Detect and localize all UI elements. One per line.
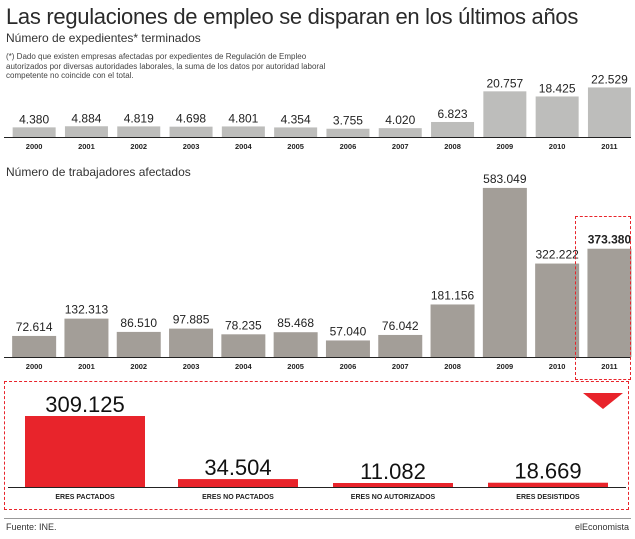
value-label-trabajadores-2010: 322.222 (535, 248, 579, 262)
category-label-eres-2: ERES NO PACTADOS (202, 494, 274, 501)
value-label-trabajadores-2007: 76.042 (382, 319, 419, 333)
year-label-expedientes-2002: 2002 (130, 142, 147, 151)
year-label-trabajadores-2010: 2010 (549, 362, 566, 371)
value-label-trabajadores-2002: 86.510 (120, 316, 157, 330)
bar-trabajadores-2011 (587, 248, 632, 357)
value-label-expedientes-2007: 4.020 (385, 113, 415, 127)
bar-trabajadores-2002 (116, 331, 161, 357)
bar-trabajadores-2010 (535, 263, 580, 357)
year-label-trabajadores-2005: 2005 (287, 362, 304, 371)
value-label-expedientes-2009: 20.757 (486, 76, 523, 90)
year-label-expedientes-2005: 2005 (287, 142, 304, 151)
bar-eres-2 (178, 479, 298, 487)
value-label-trabajadores-2006: 57.040 (330, 324, 367, 338)
value-label-expedientes-2010: 18.425 (539, 81, 576, 95)
highlight-2011-box (575, 216, 631, 380)
footnote: (*) Dado que existen empresas afectadas … (6, 52, 326, 80)
bar-trabajadores-2001 (64, 318, 109, 357)
year-label-trabajadores-2000: 2000 (26, 362, 43, 371)
bar-expedientes-2006 (326, 128, 370, 137)
ere-breakdown-box (4, 381, 629, 510)
year-label-trabajadores-2004: 2004 (235, 362, 253, 371)
bar-eres-4 (488, 482, 608, 487)
bar-expedientes-2002 (117, 126, 161, 137)
value-label-trabajadores-2011: 373.380 (588, 233, 632, 247)
bar-expedientes-2000 (12, 127, 56, 137)
value-label-eres-1: 309.125 (45, 392, 125, 417)
year-label-expedientes-2000: 2000 (26, 142, 43, 151)
source-note: Fuente: INE. (6, 522, 57, 532)
value-label-trabajadores-2000: 72.614 (16, 320, 53, 334)
year-label-expedientes-2009: 2009 (497, 142, 514, 151)
bar-expedientes-2011 (587, 87, 631, 137)
bar-trabajadores-2009 (482, 187, 527, 357)
year-label-trabajadores-2001: 2001 (78, 362, 95, 371)
bar-expedientes-2009 (483, 91, 527, 137)
value-label-expedientes-2005: 4.354 (281, 112, 311, 126)
value-label-expedientes-2006: 3.755 (333, 114, 363, 128)
year-label-expedientes-2007: 2007 (392, 142, 409, 151)
year-label-trabajadores-2007: 2007 (392, 362, 409, 371)
brand-logo: elEconomista (574, 522, 629, 532)
value-label-eres-4: 18.669 (514, 459, 581, 484)
value-label-trabajadores-2009: 583.049 (483, 172, 527, 186)
year-label-trabajadores-2009: 2009 (497, 362, 514, 371)
year-label-expedientes-2011: 2011 (601, 142, 617, 151)
value-label-expedientes-2011: 22.529 (591, 72, 628, 86)
bar-expedientes-2004 (221, 126, 265, 137)
bar-expedientes-2007 (378, 128, 422, 137)
chart1-title: Número de expedientes* terminados (6, 31, 201, 45)
value-label-trabajadores-2005: 85.468 (277, 316, 314, 330)
year-label-expedientes-2008: 2008 (444, 142, 461, 151)
bar-expedientes-2003 (169, 126, 213, 137)
bar-expedientes-2010 (535, 96, 579, 137)
bar-expedientes-2005 (274, 127, 318, 137)
category-label-eres-4: ERES DESISTIDOS (516, 494, 580, 501)
bar-expedientes-2008 (431, 121, 475, 137)
value-label-eres-3: 11.082 (360, 459, 426, 484)
year-label-expedientes-2001: 2001 (78, 142, 95, 151)
year-label-expedientes-2006: 2006 (340, 142, 357, 151)
bar-expedientes-2001 (64, 126, 108, 137)
year-label-trabajadores-2002: 2002 (130, 362, 147, 371)
year-label-trabajadores-2011: 2011 (601, 362, 617, 371)
year-label-expedientes-2010: 2010 (549, 142, 566, 151)
value-label-trabajadores-2008: 181.156 (431, 288, 475, 302)
year-label-expedientes-2003: 2003 (183, 142, 200, 151)
value-label-expedientes-2000: 4.380 (19, 112, 49, 126)
bar-trabajadores-2003 (169, 328, 214, 357)
value-label-trabajadores-2003: 97.885 (173, 313, 210, 327)
footer-divider (4, 518, 631, 519)
bar-trabajadores-2004 (221, 334, 266, 357)
bar-trabajadores-2006 (325, 340, 370, 357)
year-label-expedientes-2004: 2004 (235, 142, 253, 151)
value-label-expedientes-2004: 4.801 (228, 111, 258, 125)
bar-trabajadores-2005 (273, 332, 318, 357)
highlight-arrow (583, 393, 623, 409)
bar-trabajadores-2000 (12, 335, 57, 357)
value-label-expedientes-2008: 6.823 (438, 107, 468, 121)
bar-trabajadores-2007 (378, 334, 423, 357)
value-label-expedientes-2001: 4.884 (71, 111, 101, 125)
bar-eres-3 (333, 483, 453, 487)
value-label-trabajadores-2004: 78.235 (225, 318, 262, 332)
value-label-expedientes-2003: 4.698 (176, 112, 206, 126)
year-label-trabajadores-2008: 2008 (444, 362, 461, 371)
category-label-eres-3: ERES NO AUTORIZADOS (351, 494, 436, 501)
chart-title: Las regulaciones de empleo se disparan e… (6, 4, 579, 29)
chart2-title: Número de trabajadores afectados (6, 165, 191, 179)
value-label-expedientes-2002: 4.819 (124, 111, 154, 125)
year-label-trabajadores-2006: 2006 (340, 362, 357, 371)
value-label-trabajadores-2001: 132.313 (65, 303, 109, 317)
value-label-eres-2: 34.504 (204, 455, 271, 480)
bar-eres-1 (25, 416, 145, 487)
category-label-eres-1: ERES PACTADOS (55, 494, 115, 501)
bar-trabajadores-2008 (430, 304, 475, 357)
year-label-trabajadores-2003: 2003 (183, 362, 200, 371)
